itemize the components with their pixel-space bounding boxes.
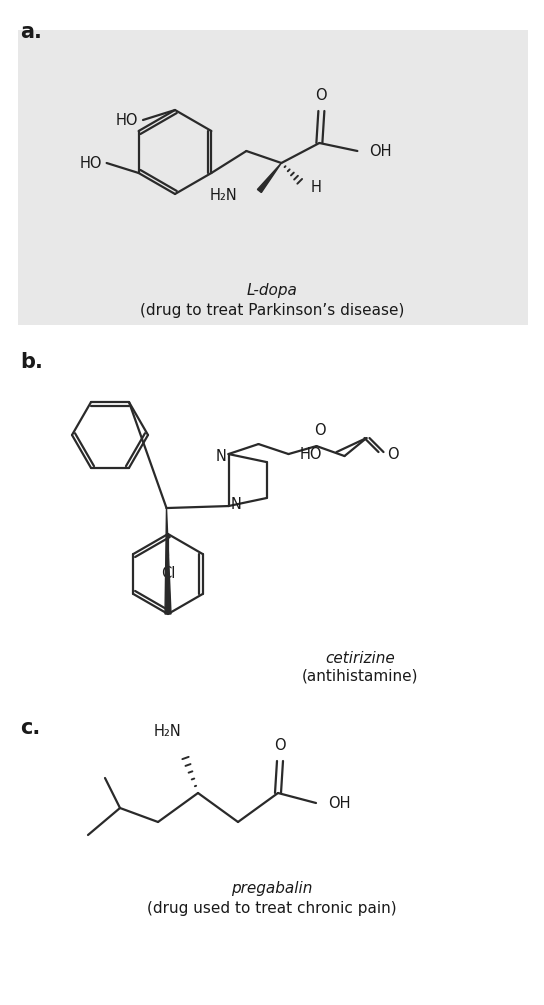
Text: OH: OH [369, 144, 392, 159]
Text: (antihistamine): (antihistamine) [302, 668, 418, 683]
Text: H₂N: H₂N [153, 724, 181, 739]
Text: (drug to treat Parkinson’s disease): (drug to treat Parkinson’s disease) [140, 303, 404, 318]
Text: Cl: Cl [161, 566, 175, 581]
Text: O: O [314, 423, 325, 438]
Text: (drug used to treat chronic pain): (drug used to treat chronic pain) [147, 900, 397, 916]
Text: HO: HO [79, 156, 102, 171]
Text: O: O [387, 446, 399, 461]
Text: O: O [316, 88, 327, 103]
Text: b.: b. [20, 352, 43, 372]
Text: N: N [231, 496, 242, 512]
Text: L-dopa: L-dopa [246, 282, 298, 297]
Text: a.: a. [20, 22, 42, 42]
Text: c.: c. [20, 718, 40, 738]
Text: H₂N: H₂N [209, 188, 237, 202]
Text: HO: HO [300, 446, 323, 461]
Polygon shape [257, 163, 281, 193]
Text: pregabalin: pregabalin [231, 880, 313, 895]
Text: HO: HO [115, 113, 138, 128]
Text: N: N [215, 448, 226, 463]
Polygon shape [165, 509, 171, 614]
Text: OH: OH [328, 796, 350, 810]
Text: cetirizine: cetirizine [325, 650, 395, 665]
Text: O: O [274, 738, 286, 753]
Text: H: H [311, 180, 322, 195]
FancyBboxPatch shape [18, 30, 528, 325]
